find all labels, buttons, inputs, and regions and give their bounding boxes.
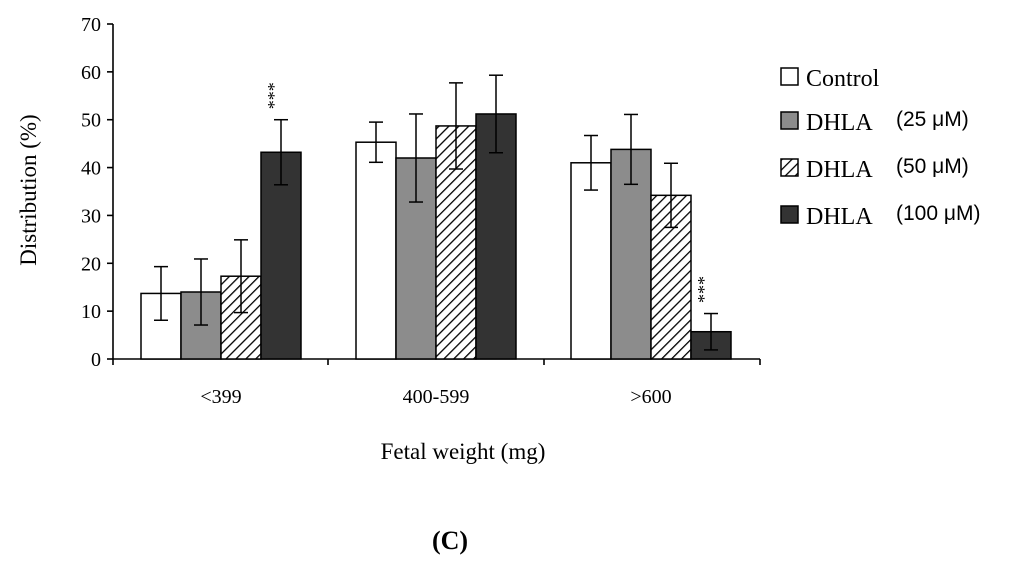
legend-unit: (100 μM) (896, 202, 980, 225)
significance-marker: *** (694, 276, 714, 303)
y-tick-label: 20 (81, 253, 101, 275)
y-tick-label: 70 (81, 14, 101, 36)
bars (140, 113, 732, 360)
error-bars (154, 74, 718, 351)
legend-item: DHLA (25 μM) (780, 108, 969, 136)
legend-label: DHLA (806, 204, 873, 230)
bar (475, 113, 517, 360)
x-tick-label: <399 (200, 386, 241, 408)
bar (260, 151, 302, 360)
legend-swatch (780, 158, 799, 177)
y-tick-label: 40 (81, 158, 101, 180)
legend-item: DHLA (100 μM) (780, 202, 980, 230)
significance-marker: *** (264, 82, 284, 109)
legend-swatch (780, 205, 799, 224)
y-tick-label: 30 (81, 205, 101, 227)
x-axis-title: Fetal weight (mg) (381, 439, 546, 464)
legend-unit: (25 μM) (896, 108, 969, 131)
y-ticks: 0 10 20 30 40 50 60 70 (81, 14, 113, 371)
bar (355, 141, 397, 360)
legend-item: DHLA (50 μM) (780, 155, 969, 183)
legend-item: Control (780, 66, 880, 92)
y-axis: 0 10 20 30 40 50 60 70 (81, 14, 114, 371)
y-tick-label: 60 (81, 62, 101, 84)
y-tick-label: 50 (81, 110, 101, 132)
legend-label: Control (806, 66, 880, 92)
x-axis: <399 400-599 >600 (112, 358, 761, 408)
legend-label: DHLA (806, 110, 873, 136)
x-tick-label: 400-599 (403, 386, 470, 408)
legend: Control DHLA (25 μM) DHLA (50 μM) DHLA (100 μM… (780, 66, 980, 230)
x-ticks: <399 400-599 >600 (112, 359, 761, 408)
y-tick-label: 10 (81, 301, 101, 323)
panel-label: (C) (431, 526, 469, 555)
significance-markers: *** *** (264, 82, 714, 303)
legend-swatch (780, 67, 799, 86)
x-tick-label: >600 (630, 386, 671, 408)
legend-unit: (50 μM) (896, 155, 969, 178)
legend-label: DHLA (806, 157, 873, 183)
y-tick-label: 0 (91, 349, 101, 371)
legend-swatch (780, 111, 799, 130)
y-axis-title: Distribution (%) (16, 114, 41, 265)
bar (570, 162, 612, 360)
